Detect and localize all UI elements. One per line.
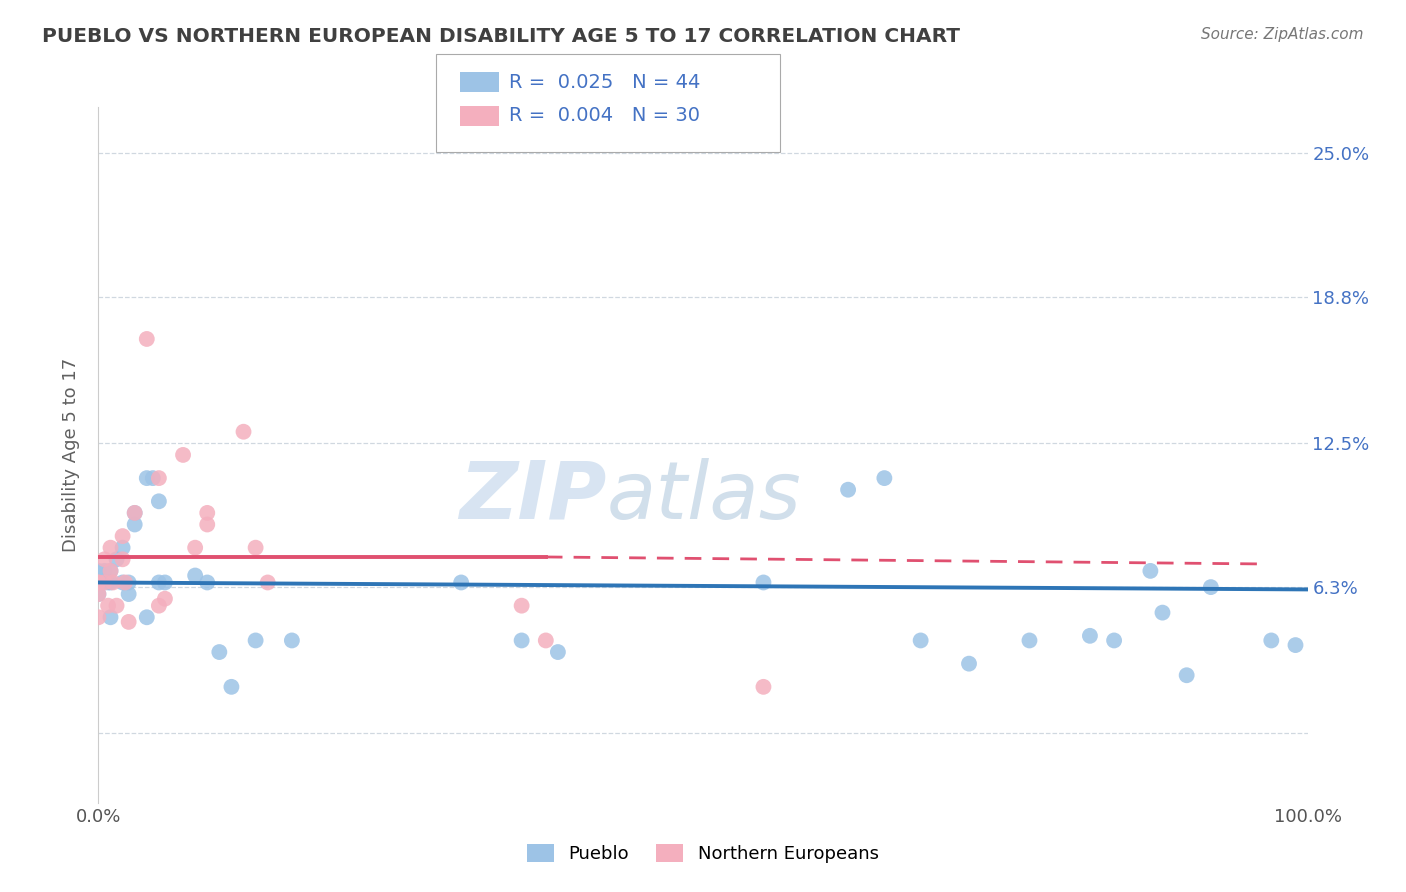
Point [957,657,980,671]
Point [87,587,110,601]
Point [195,506,218,520]
Point [510,633,533,648]
Point [87,610,110,624]
Point [148,575,170,590]
Point [153,575,176,590]
Point [195,517,218,532]
Point [97,575,120,590]
Point [142,471,165,485]
Point [153,591,176,606]
Point [118,575,141,590]
Point [1152,606,1174,620]
Point [111,552,134,566]
Point [124,517,146,532]
Point [184,541,207,555]
Point [510,599,533,613]
Point [752,575,775,590]
Point [281,633,304,648]
Text: ZIP: ZIP [458,458,606,536]
Point [93,564,115,578]
Point [135,471,157,485]
Point [873,471,896,485]
Point [245,541,267,555]
Point [1018,633,1040,648]
Point [100,564,122,578]
Point [148,471,170,485]
Point [1260,633,1282,648]
Point [148,494,170,508]
Point [118,587,141,601]
Point [118,615,141,629]
Point [93,575,115,590]
Point [910,633,932,648]
Point [148,599,170,613]
Point [124,506,146,520]
Text: R =  0.025   N = 44: R = 0.025 N = 44 [509,72,700,92]
Point [184,568,207,582]
Point [135,332,157,346]
Text: Source: ZipAtlas.com: Source: ZipAtlas.com [1201,27,1364,42]
Point [100,610,122,624]
Point [135,610,157,624]
Text: atlas: atlas [606,458,801,536]
Point [87,564,110,578]
Point [752,680,775,694]
Point [111,529,134,543]
Point [124,506,146,520]
Point [111,541,134,555]
Text: R =  0.004   N = 30: R = 0.004 N = 30 [509,106,700,126]
Point [114,575,136,590]
Point [101,575,124,590]
Point [534,633,557,648]
Point [172,448,194,462]
Point [1078,629,1101,643]
Point [97,599,120,613]
Point [87,587,110,601]
Text: PUEBLO VS NORTHERN EUROPEAN DISABILITY AGE 5 TO 17 CORRELATION CHART: PUEBLO VS NORTHERN EUROPEAN DISABILITY A… [42,27,960,45]
Y-axis label: Disability Age 5 to 17: Disability Age 5 to 17 [62,358,80,552]
Point [232,425,254,439]
Point [256,575,278,590]
Point [100,541,122,555]
Point [1175,668,1198,682]
Point [208,645,231,659]
Point [1199,580,1222,594]
Point [87,575,110,590]
Point [245,633,267,648]
Point [100,575,122,590]
Point [1139,564,1161,578]
Point [87,575,110,590]
Point [1102,633,1125,648]
Point [105,552,128,566]
Point [450,575,472,590]
Point [87,575,110,590]
Point [1284,638,1306,652]
Point [100,564,122,578]
Point [105,599,128,613]
Point [221,680,243,694]
Point [111,575,134,590]
Point [93,552,115,566]
Point [195,575,218,590]
Legend: Pueblo, Northern Europeans: Pueblo, Northern Europeans [520,837,886,871]
Point [837,483,859,497]
Point [547,645,569,659]
